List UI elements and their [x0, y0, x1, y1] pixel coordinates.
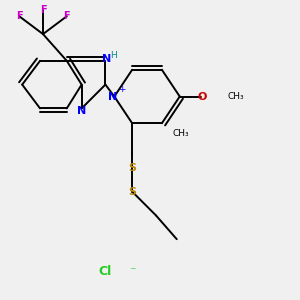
Text: H: H — [110, 51, 117, 60]
Text: F: F — [40, 5, 46, 15]
Text: CH₃: CH₃ — [173, 129, 190, 138]
Text: F: F — [16, 11, 22, 21]
Text: S: S — [128, 163, 136, 173]
Text: N: N — [77, 106, 86, 116]
Text: N: N — [102, 54, 112, 64]
Text: N: N — [108, 92, 118, 101]
Text: +: + — [118, 85, 125, 94]
Text: O: O — [197, 92, 207, 101]
Text: Cl: Cl — [99, 266, 112, 278]
Text: S: S — [128, 187, 136, 196]
Text: F: F — [64, 11, 70, 21]
Text: ⁻: ⁻ — [129, 266, 136, 278]
Text: CH₃: CH₃ — [227, 92, 244, 101]
